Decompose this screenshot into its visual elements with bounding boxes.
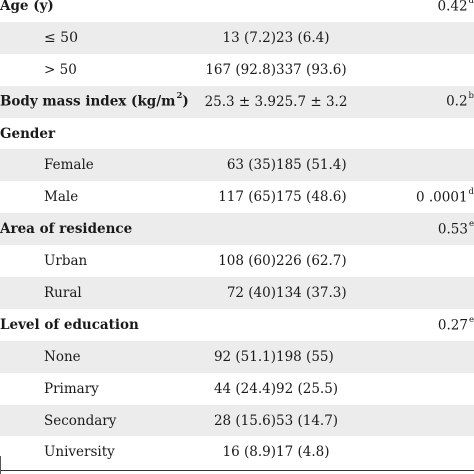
group1-value: 44 (24.4) [213, 380, 276, 397]
row-label: Gender [0, 125, 56, 142]
table-row: Gender [0, 118, 474, 150]
group2-value: 175 (48.6) [276, 189, 347, 206]
row-label: Age (y) [0, 0, 54, 14]
group1-value: 16 (8.9) [222, 444, 276, 461]
p-value: 0 .0001d [416, 187, 474, 206]
table-row: Rural 72 (40) 134 (37.3) [0, 277, 474, 309]
p-value: 0.53e [396, 213, 474, 246]
group2-value [276, 213, 396, 246]
group1-value: 117 (65) [218, 189, 276, 206]
row-label: None [0, 340, 190, 373]
p-value [396, 245, 474, 277]
table-row: Female 63 (35) 185 (51.4) [0, 149, 474, 182]
group2-value: 185 (51.4) [276, 149, 396, 182]
group2-value: 134 (37.3) [276, 277, 396, 309]
p-value [396, 54, 474, 86]
row-label: University [44, 444, 115, 461]
row-label: Male [44, 189, 79, 206]
table-bottom-rule [0, 470, 474, 471]
group2-value [276, 118, 396, 150]
group2-value: 23 (6.4) [276, 21, 396, 54]
row-label: ≤ 50 [0, 21, 190, 54]
p-value: 0.2b [396, 85, 474, 118]
p-value [396, 21, 474, 54]
table-row: Age (y) 0.42d [0, 0, 474, 22]
group1-value [190, 0, 276, 22]
group2-value: 53 (14.7) [276, 404, 396, 437]
table-left-rule [0, 456, 1, 474]
p-value [396, 373, 474, 405]
row-label: Primary [44, 380, 99, 397]
table-row: Body mass index (kg/m2) 25.3 ± 3.9 25.7 … [0, 85, 474, 118]
group1-value [190, 213, 276, 246]
row-label: Urban [44, 253, 88, 270]
table-row: Area of residence 0.53e [0, 213, 474, 246]
table-row: ≤ 50 13 (7.2) 23 (6.4) [0, 21, 474, 54]
group1-value: 28 (15.6) [190, 404, 276, 437]
group2-value: 25.7 ± 3.2 [276, 85, 396, 118]
table-row: Male 117 (65) 175 (48.6) 0 .0001d [0, 181, 474, 213]
row-label: Rural [0, 277, 190, 309]
p-value [396, 118, 474, 150]
p-value [396, 277, 474, 309]
p-value [396, 340, 474, 373]
group1-value: 72 (40) [190, 277, 276, 309]
table-row: Urban 108 (60) 226 (62.7) [0, 245, 474, 277]
group2-value [276, 0, 396, 22]
table-row: University 16 (8.9) 17 (4.8) [0, 436, 474, 468]
group1-value [190, 118, 276, 150]
group1-value: 92 (51.1) [190, 340, 276, 373]
group1-value: 108 (60) [218, 253, 276, 270]
p-value [396, 404, 474, 437]
group2-value: 17 (4.8) [276, 444, 330, 461]
table-row: Primary 44 (24.4) 92 (25.5) [0, 373, 474, 405]
row-label: Area of residence [0, 213, 190, 246]
p-value [396, 149, 474, 182]
table-row: Secondary 28 (15.6) 53 (14.7) [0, 404, 474, 437]
group1-value: 167 (92.8) [205, 61, 276, 78]
p-value: 0.42d [437, 0, 474, 15]
table-row: Level of education 0.27e [0, 309, 474, 341]
p-value [396, 436, 474, 468]
group1-value: 25.3 ± 3.9 [190, 85, 276, 118]
group1-value: 63 (35) [190, 149, 276, 182]
group2-value: 92 (25.5) [276, 380, 339, 397]
table-row: > 50 167 (92.8) 337 (93.6) [0, 54, 474, 86]
group1-value: 13 (7.2) [190, 21, 276, 54]
row-label: Secondary [0, 404, 190, 437]
group2-value [276, 309, 396, 341]
group2-value: 337 (93.6) [276, 61, 347, 78]
p-value: 0.27e [437, 314, 474, 334]
group1-value [190, 309, 276, 341]
row-label: Body mass index (kg/m2) [0, 85, 190, 118]
row-label: > 50 [44, 61, 77, 78]
table-row: None 92 (51.1) 198 (55) [0, 340, 474, 373]
row-label: Level of education [0, 316, 139, 333]
group2-value: 226 (62.7) [276, 253, 347, 270]
group2-value: 198 (55) [276, 340, 396, 373]
row-label: Female [0, 149, 190, 182]
